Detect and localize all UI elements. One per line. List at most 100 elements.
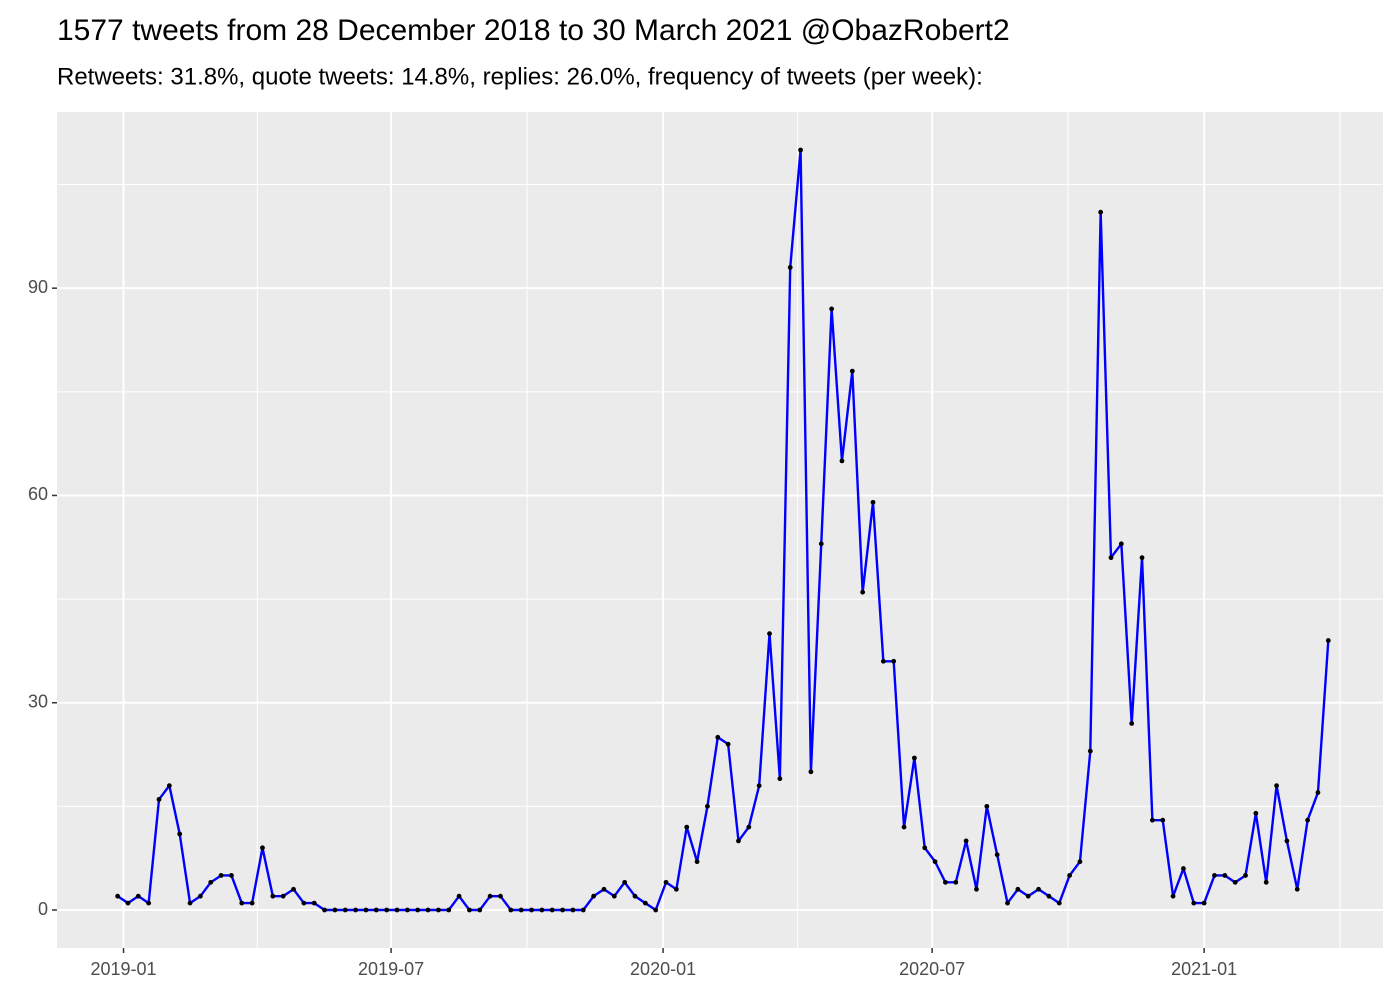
x-tick-label: 2019-07	[358, 959, 424, 979]
data-point	[1201, 900, 1207, 906]
data-point	[1087, 748, 1093, 754]
data-point	[115, 893, 121, 899]
data-point	[787, 265, 793, 270]
data-point	[953, 879, 959, 885]
data-point	[415, 907, 421, 913]
data-point	[187, 900, 193, 906]
x-tick-label: 2020-01	[630, 959, 696, 979]
data-point	[1263, 879, 1269, 885]
data-point	[880, 658, 886, 664]
data-point	[249, 900, 255, 906]
data-point	[1212, 873, 1217, 878]
data-point	[632, 893, 638, 899]
data-point	[1170, 893, 1176, 899]
data-point	[1274, 783, 1279, 789]
data-point	[477, 907, 483, 913]
data-point	[756, 783, 762, 789]
data-point	[508, 907, 514, 913]
data-point	[270, 893, 276, 899]
data-point	[549, 907, 555, 913]
data-point	[570, 907, 576, 913]
data-point	[911, 755, 917, 761]
data-point	[125, 900, 131, 906]
y-tick-label: 90	[28, 277, 48, 297]
data-point	[663, 879, 669, 885]
data-point	[135, 893, 141, 899]
data-point	[974, 886, 979, 892]
data-point	[839, 458, 845, 464]
data-point	[260, 845, 265, 851]
data-point	[1005, 900, 1010, 906]
data-point	[1139, 555, 1145, 561]
data-point	[715, 734, 721, 740]
data-point	[642, 900, 648, 906]
data-point	[218, 873, 224, 878]
data-point	[425, 907, 431, 913]
data-point	[394, 907, 400, 913]
data-point	[1077, 859, 1083, 865]
data-point	[1305, 817, 1311, 823]
data-point	[560, 907, 565, 913]
data-point	[166, 783, 172, 789]
data-point	[1191, 900, 1197, 906]
data-point	[363, 907, 369, 913]
data-point	[818, 541, 824, 547]
data-point	[208, 879, 214, 885]
y-tick-label: 0	[38, 899, 48, 919]
data-point	[622, 879, 628, 885]
data-point	[146, 900, 152, 906]
x-tick-label: 2019-01	[90, 959, 156, 979]
data-point	[736, 838, 741, 844]
data-point	[322, 907, 327, 913]
data-point	[239, 900, 245, 906]
data-point	[373, 907, 379, 913]
data-point	[849, 368, 855, 374]
data-point	[580, 907, 586, 913]
data-point	[342, 907, 348, 913]
y-tick-label: 30	[28, 691, 48, 711]
data-point	[353, 907, 359, 913]
data-point	[767, 631, 772, 637]
data-point	[487, 893, 493, 899]
data-point	[746, 824, 752, 830]
data-point	[404, 907, 410, 913]
data-point	[1108, 555, 1114, 561]
x-tick-label: 2021-01	[1171, 959, 1237, 979]
data-point	[229, 873, 234, 878]
data-point	[1232, 879, 1238, 885]
data-point	[1325, 638, 1331, 643]
data-point	[456, 893, 462, 899]
data-point	[518, 907, 524, 913]
data-point	[291, 886, 296, 892]
data-point	[673, 886, 679, 892]
data-point	[197, 893, 203, 899]
data-point	[1253, 810, 1259, 816]
data-point	[1284, 838, 1290, 844]
data-point	[653, 907, 659, 913]
data-point	[1046, 893, 1052, 899]
y-tick-label: 60	[28, 484, 48, 504]
data-point	[591, 893, 597, 899]
data-point	[332, 907, 338, 913]
data-point	[1015, 886, 1021, 892]
data-point	[994, 852, 1000, 858]
data-point	[529, 907, 534, 913]
data-point	[798, 147, 803, 153]
data-point	[280, 893, 286, 899]
x-tick-label: 2020-07	[899, 959, 965, 979]
data-point	[1222, 873, 1228, 878]
data-point	[901, 824, 907, 830]
data-point	[601, 886, 607, 892]
data-point	[1315, 790, 1321, 795]
data-point	[156, 797, 162, 802]
data-point	[1036, 886, 1041, 892]
data-point	[1149, 817, 1155, 823]
data-point	[1129, 721, 1135, 726]
data-point	[705, 803, 710, 809]
data-point	[539, 907, 545, 913]
data-point	[943, 879, 948, 885]
data-point	[963, 838, 969, 844]
data-point	[1181, 866, 1186, 871]
data-point	[891, 658, 897, 664]
